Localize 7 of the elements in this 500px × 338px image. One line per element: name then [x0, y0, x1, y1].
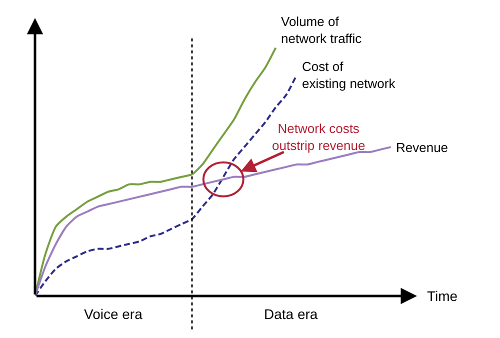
annotation: Network costs outstrip revenue — [272, 121, 366, 153]
series-label: Volume of network traffic — [281, 14, 362, 46]
x-axis-title: Time — [427, 288, 458, 304]
series-label: Revenue — [396, 140, 448, 155]
text: Data era — [264, 306, 318, 322]
series-label: Cost of existing network — [302, 59, 396, 91]
text: Voice era — [84, 306, 143, 322]
